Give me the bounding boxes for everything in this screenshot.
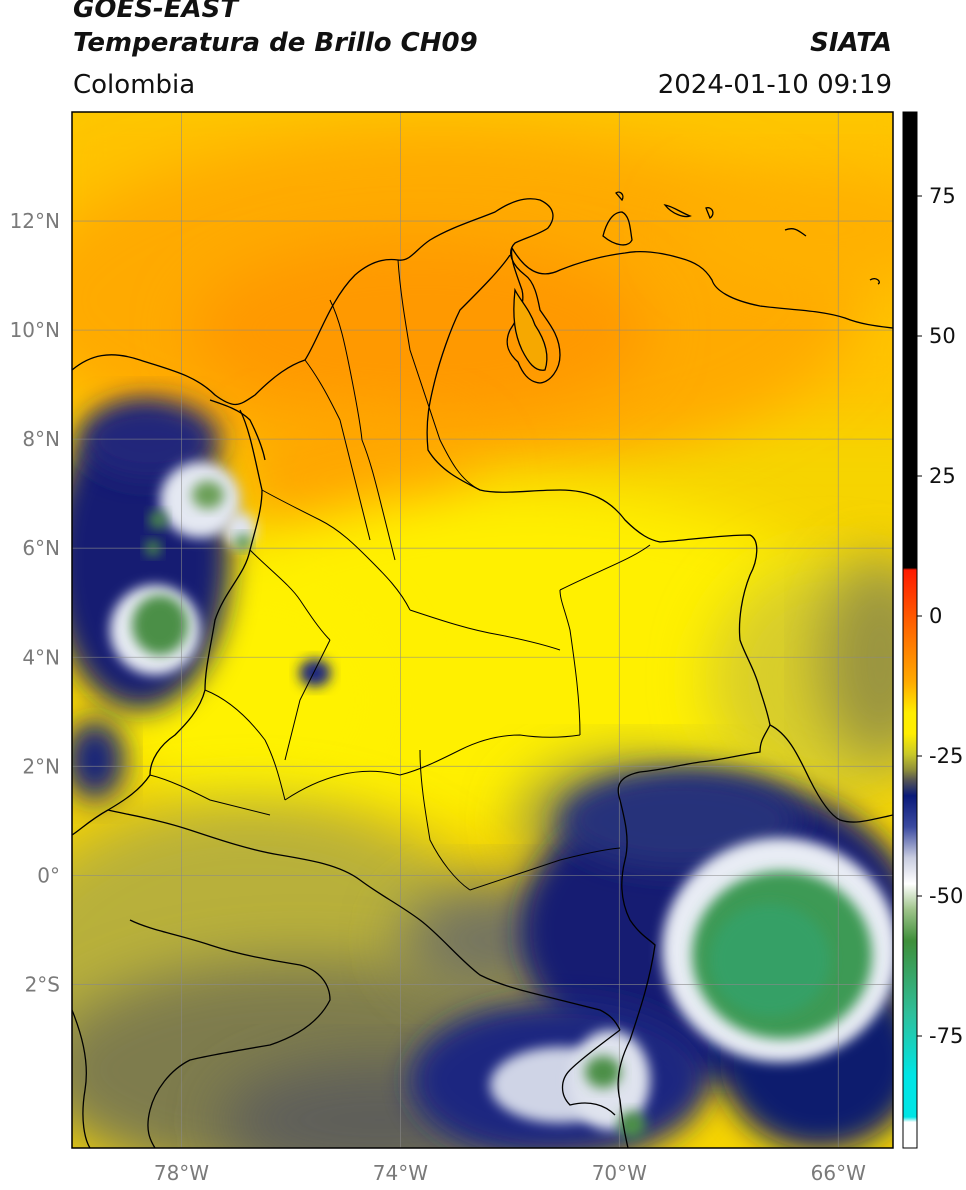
paraguana-peninsula <box>602 211 633 246</box>
axis-tick-labels: 78°W 74°W 70°W 66°W 12°N 10°N 8°N 6°N 4°N 2°N 0° 2°… <box>10 209 867 1185</box>
venezuela-brazil-border <box>769 724 893 823</box>
brightness-temperature-field <box>72 112 893 1148</box>
colorbar-tick-label: 75 <box>929 184 956 208</box>
colorbar-tick-label: -50 <box>929 884 963 908</box>
aruba-island <box>615 191 624 202</box>
bonaire-island <box>705 207 714 219</box>
organization-label: SIATA <box>810 28 892 58</box>
lon-tick-label: 66°W <box>811 1161 866 1185</box>
lon-tick-label: 70°W <box>592 1161 647 1185</box>
colombia-venezuela-border <box>426 254 771 726</box>
colorbar-tick-label: -25 <box>929 744 963 768</box>
ecuador-peru-border <box>129 919 331 1148</box>
map-frame <box>71 111 894 1149</box>
lat-tick-label: 8°N <box>22 427 60 451</box>
lat-tick-label: 10°N <box>10 318 60 342</box>
lon-tick-label: 78°W <box>154 1161 209 1185</box>
colombia-ecuador-border <box>107 809 621 1031</box>
lat-tick-label: 4°N <box>22 645 60 669</box>
lat-tick-label: 0° <box>37 863 60 887</box>
map-gridlines <box>72 112 893 1148</box>
pacific-coastline <box>72 409 263 836</box>
lake-maracaibo <box>513 287 548 371</box>
colombia-brazil-border <box>617 724 771 1148</box>
lon-tick-label: 74°W <box>373 1161 428 1185</box>
lat-tick-label: 6°N <box>22 536 60 560</box>
colorbar-tick-label: 50 <box>929 324 956 348</box>
colorbar-tick-label: -75 <box>929 1024 963 1048</box>
caribbean-coastline <box>72 198 893 406</box>
lat-tick-label: 2°S <box>25 972 60 996</box>
small-islands <box>784 228 880 285</box>
timestamp-label: 2024-01-10 09:19 <box>657 70 892 100</box>
colorbar-tick-label: 0 <box>929 604 942 628</box>
colorbar-tick-label: 25 <box>929 464 956 488</box>
lat-tick-label: 12°N <box>10 209 60 233</box>
colorbar <box>902 111 918 1149</box>
curacao-island <box>663 204 692 218</box>
peru-coast <box>72 1009 91 1148</box>
coastlines-and-borders <box>72 191 893 1148</box>
panama-colombia-border <box>209 399 266 461</box>
department-boundaries <box>149 259 651 891</box>
region-label: Colombia <box>73 70 196 100</box>
lat-tick-label: 2°N <box>22 754 60 778</box>
product-title: Temperatura de Brillo CH09 <box>73 28 478 58</box>
colombia-peru-border <box>561 1029 621 1116</box>
colorbar-ticks: 75 50 25 0 -25 -50 -75 <box>917 184 963 1048</box>
satellite-title: GOES-EAST <box>73 0 239 24</box>
